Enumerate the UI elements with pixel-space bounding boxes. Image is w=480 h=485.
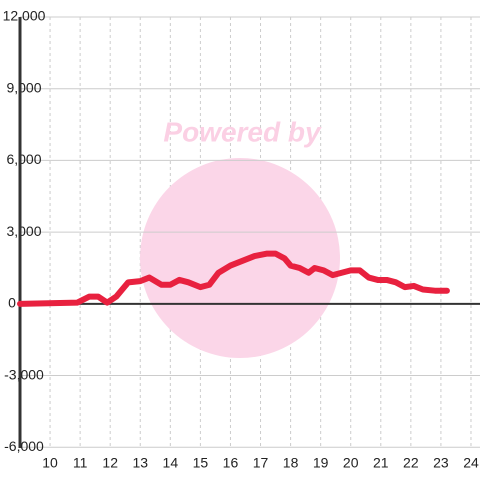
watermark-logo — [140, 158, 340, 358]
x-tick-label: 23 — [433, 455, 449, 471]
x-tick-label: 19 — [313, 455, 329, 471]
y-tick-label: -6,000 — [4, 438, 44, 454]
y-tick-label: 12,000 — [3, 8, 46, 24]
y-tick-label: 0 — [8, 295, 16, 311]
watermark-text: Powered by — [163, 116, 322, 147]
x-tick-label: 12 — [102, 455, 118, 471]
y-tick-label: 3,000 — [6, 223, 41, 239]
x-tick-label: 24 — [463, 455, 479, 471]
x-tick-label: 11 — [73, 455, 88, 471]
x-tick-label: 10 — [42, 455, 58, 471]
x-tick-label: 17 — [253, 455, 269, 471]
x-tick-label: 21 — [373, 455, 389, 471]
x-tick-label: 15 — [193, 455, 209, 471]
y-tick-label: 6,000 — [6, 151, 41, 167]
y-tick-label: 9,000 — [6, 79, 41, 95]
y-tick-label: -3,000 — [4, 366, 44, 382]
data-line — [17, 250, 450, 307]
x-tick-label: 16 — [223, 455, 239, 471]
x-tick-label: 18 — [283, 455, 299, 471]
x-tick-label: 14 — [163, 455, 179, 471]
x-tick-label: 13 — [132, 455, 148, 471]
x-tick-label: 20 — [343, 455, 359, 471]
x-tick-label: 22 — [403, 455, 419, 471]
